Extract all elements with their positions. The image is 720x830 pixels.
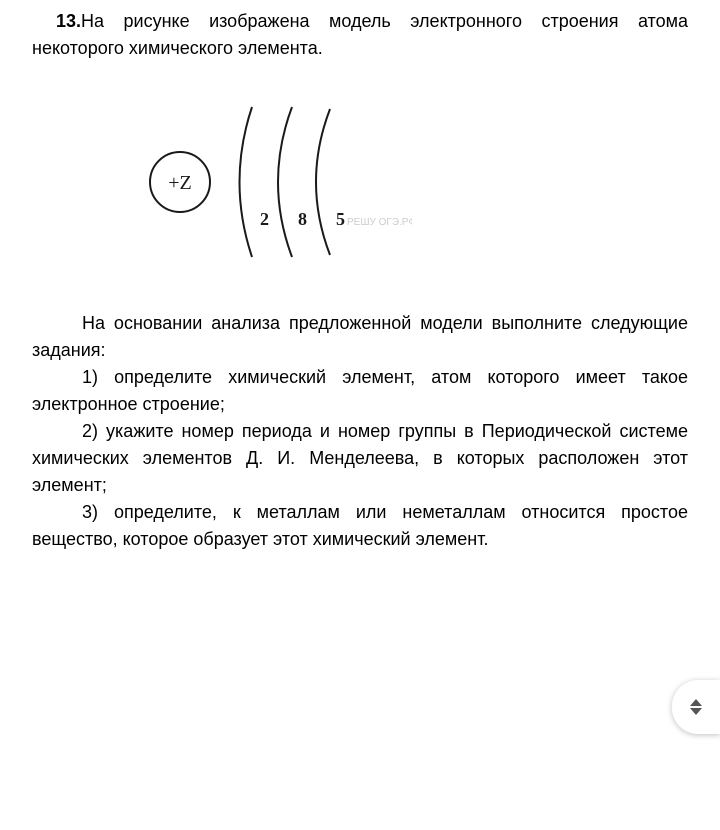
shell-1-count: 2 — [260, 209, 269, 229]
shell-arc-1 — [240, 107, 253, 257]
scroll-stepper[interactable] — [672, 680, 720, 734]
watermark: РЕШУ ОГЭ.РФ — [347, 217, 412, 228]
chevron-up-icon — [690, 699, 702, 706]
tasks-intro: На основании анализа предложенной модели… — [32, 310, 688, 364]
shell-3-count: 5 — [336, 209, 345, 229]
nucleus-label: +Z — [168, 172, 192, 194]
task-2: 2) укажите номер периода и номер группы … — [32, 418, 688, 499]
shell-arc-2 — [278, 107, 292, 257]
atom-diagram: +Z 2 8 5 РЕШУ ОГЭ.РФ — [122, 97, 688, 275]
task-1: 1) определите химический элемент, атом к… — [32, 364, 688, 418]
question-number: 13. — [56, 11, 81, 31]
atom-shell-svg: +Z 2 8 5 РЕШУ ОГЭ.РФ — [122, 97, 412, 267]
task-3: 3) определите, к металлам или неметаллам… — [32, 499, 688, 553]
shell-arc-3 — [316, 109, 330, 255]
shell-2-count: 8 — [298, 209, 307, 229]
question-intro: 13.На рисунке изображена модель электрон… — [32, 8, 688, 62]
intro-text: На рисунке изображена модель электронног… — [32, 11, 688, 58]
chevron-down-icon — [690, 708, 702, 715]
